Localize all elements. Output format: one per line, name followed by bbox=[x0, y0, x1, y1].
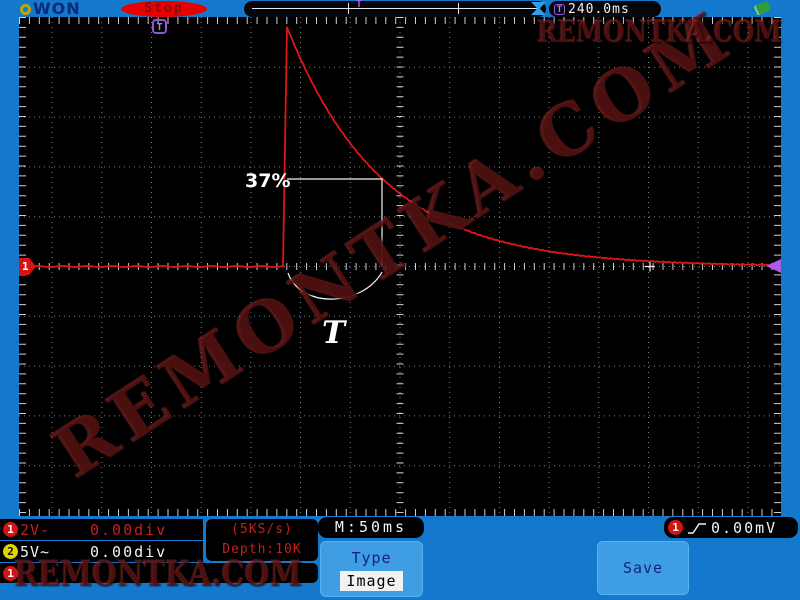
menu-type-value: Image bbox=[340, 571, 403, 591]
annotation-tau-label: T bbox=[322, 315, 347, 351]
menu-type-button[interactable]: Type Image bbox=[320, 541, 423, 597]
trigger-delay-readout: T 240.0ms bbox=[549, 1, 661, 17]
owon-logo-ring-icon bbox=[20, 3, 31, 15]
trigger-position-shield-icon[interactable]: T bbox=[152, 19, 167, 34]
owon-logo: WON bbox=[20, 0, 81, 18]
memory-depth: Depth:10K bbox=[222, 542, 302, 557]
trigger-level-value: 0.00mV bbox=[711, 518, 778, 537]
ch2-position: 0.00div bbox=[90, 542, 168, 561]
annotation-37pct-lines bbox=[287, 178, 383, 266]
trigger-source-badge: 1 bbox=[668, 520, 683, 535]
trigger-level-readout: 1 0.00mV bbox=[664, 517, 798, 538]
memory-bar-trigger-marker: T bbox=[356, 0, 363, 10]
ch2-readout: 2 5V~ 0.00div bbox=[0, 541, 203, 562]
owon-logo-text: WON bbox=[33, 0, 81, 18]
trigger-time-cross-marker bbox=[645, 261, 655, 272]
ch1-ground-marker[interactable]: 1 bbox=[19, 258, 36, 275]
save-button[interactable]: Save bbox=[597, 541, 689, 595]
memory-window-icon bbox=[531, 2, 546, 15]
ch1-badge: 1 bbox=[3, 522, 18, 537]
memory-bar-line bbox=[252, 8, 540, 9]
trigger-frequency-readout: 1 bbox=[0, 563, 318, 583]
memory-position-bar[interactable]: T bbox=[244, 0, 546, 17]
freq-row-badge: 1 bbox=[3, 565, 18, 581]
ch1-scale: 2V- bbox=[20, 520, 51, 539]
ch2-badge: 2 bbox=[3, 544, 18, 559]
ch2-scale: 5V~ bbox=[20, 542, 51, 561]
sample-rate: (5KS/s) bbox=[231, 522, 293, 537]
waveform-plot: 37% T bbox=[19, 17, 781, 516]
annotation-37pct-label: 37% bbox=[245, 170, 290, 192]
memory-bar-tick bbox=[458, 3, 459, 14]
graticule-grid bbox=[19, 17, 781, 516]
ch1-trace bbox=[19, 26, 781, 269]
save-button-label: Save bbox=[622, 559, 664, 577]
annotation-tau-brace bbox=[287, 271, 383, 300]
menu-type-label: Type bbox=[351, 549, 392, 567]
timebase-readout: M:50ms bbox=[318, 517, 424, 538]
usb-stick-icon bbox=[753, 0, 772, 16]
ch1-readout: 1 2V- 0.00div bbox=[0, 519, 203, 540]
trigger-t-icon: T bbox=[554, 3, 565, 15]
trigger-delay-value: 240.0ms bbox=[568, 1, 630, 17]
run-stop-indicator[interactable]: Stop bbox=[121, 1, 207, 17]
graticule: 37% T T 1 bbox=[19, 17, 781, 516]
ch1-position: 0.00div bbox=[90, 520, 168, 539]
acquisition-readout: (5KS/s) Depth:10K bbox=[206, 519, 318, 561]
memory-bar-tick bbox=[348, 3, 349, 14]
rising-edge-icon bbox=[688, 522, 706, 534]
